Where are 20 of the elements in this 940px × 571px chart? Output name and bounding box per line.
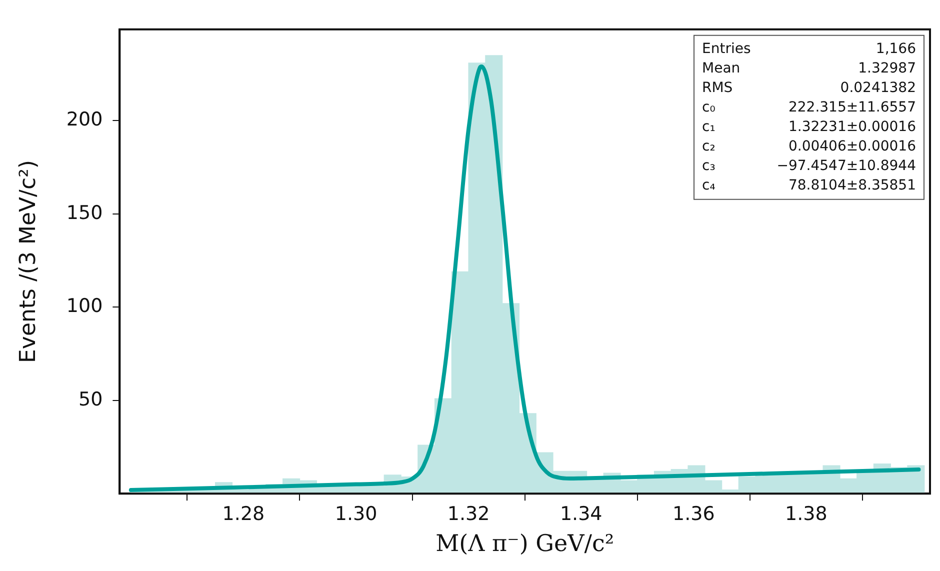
text: c₂ 0.00406±0.00016: [702, 138, 916, 154]
text: RMS 0.0241382: [702, 80, 916, 96]
y-tick-label: 100: [66, 295, 103, 318]
text: c₀ 222.315±11.6557: [702, 99, 916, 116]
y-axis-title: Events /(3 MeV/c²): [16, 160, 41, 363]
x-tick-label: 1.38: [785, 502, 828, 525]
text: Mean 1.32987: [702, 60, 916, 76]
text: Entries 1,166: [702, 40, 916, 57]
text: c₃ −97.4547±10.8944: [702, 158, 916, 174]
y-tick-label: 150: [66, 202, 103, 224]
text: c₄ 78.8104±8.35851: [702, 177, 916, 194]
y-tick-label: 50: [78, 388, 103, 410]
x-tick-label: 1.34: [560, 502, 602, 525]
x-tick-label: 1.36: [672, 502, 715, 525]
x-axis-title: M(Λ π⁻) GeV/c²: [436, 531, 614, 558]
x-tick-label: 1.28: [222, 502, 265, 525]
text: c₁ 1.32231±0.00016: [702, 118, 916, 135]
x-tick-label: 1.32: [447, 502, 490, 525]
x-tick-label: 1.30: [334, 502, 378, 525]
y-tick-label: 200: [66, 108, 103, 131]
